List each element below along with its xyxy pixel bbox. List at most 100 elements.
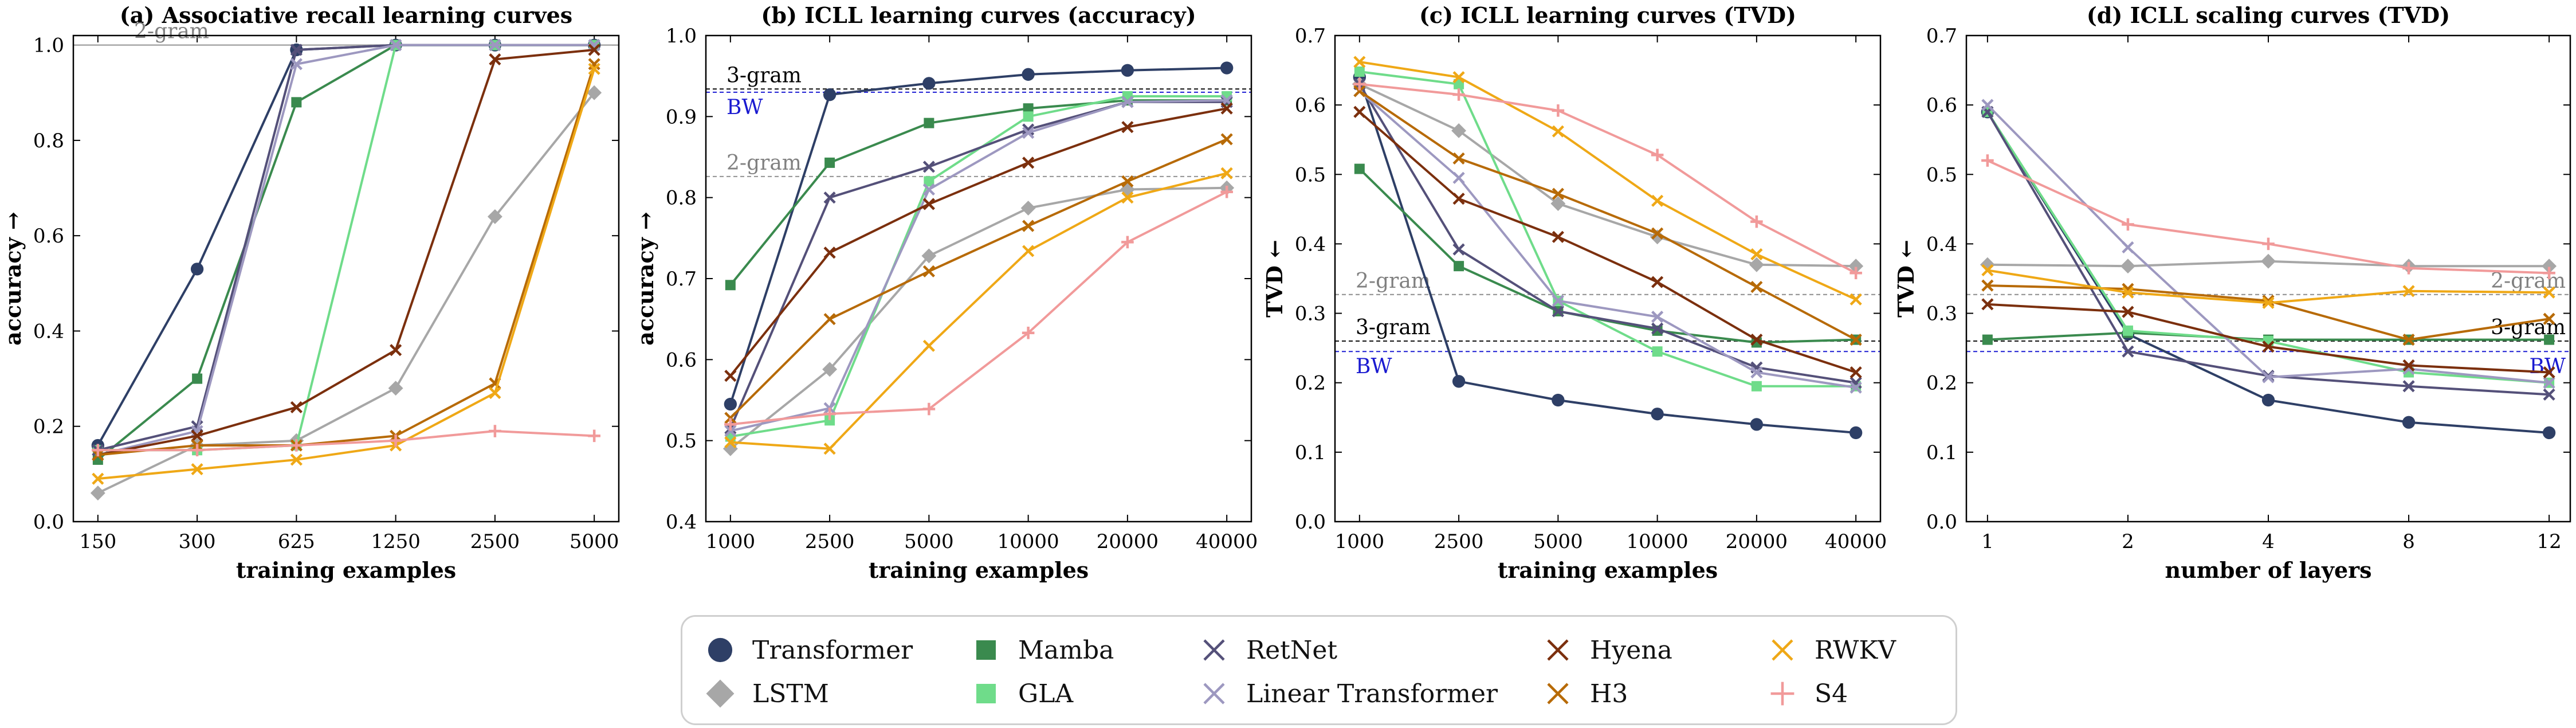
legend-label: RWKV [1815,635,1896,665]
data-point [1121,96,1134,108]
data-point [1452,193,1465,205]
data-point [2543,388,2555,401]
data-point [1020,201,1036,216]
data-point [1981,279,1994,292]
x-tick-label: 2 [2122,530,2134,553]
legend-marker [1203,683,1225,704]
legend-marker-icon [1203,639,1225,661]
series-line [97,430,595,452]
series-line [1358,83,1856,384]
data-point [724,436,737,449]
data-point [1353,78,1366,91]
legend-marker-icon [1547,683,1569,704]
legend-label: H3 [1590,679,1628,709]
legend: Transformer LSTM Mamba GLA RetNet Linear Tran… [681,615,1957,725]
legend-item: Transformer [703,632,913,668]
panel-title: (d) ICLL scaling curves (TVD) [2087,2,2450,28]
data-point [1220,185,1233,198]
series-line [97,64,596,456]
legend-item: Hyena [1541,632,1672,668]
data-point [1552,393,1565,407]
y-tick-label: 0.3 [1926,303,1957,326]
y-tick-label: 0.3 [1295,303,1326,326]
data-point [2402,334,2415,346]
data-point [1552,104,1565,117]
series-line [97,92,595,494]
series-line [1358,83,1856,268]
y-tick-label: 0.0 [1926,511,1957,534]
data-point [290,453,303,466]
data-point [1982,334,1993,345]
reference-label: 2-gram [727,151,802,175]
legend-marker-icon [976,684,996,703]
chart-panel-2: (b) ICLL learning curves (accuracy) 0.4 0.… [633,2,1258,583]
reference-label: BW [727,96,763,119]
series-line [97,44,595,461]
data-point [489,39,501,52]
legend-label: Linear Transformer [1246,679,1498,709]
data-point [724,370,737,382]
data-point [1022,326,1035,339]
y-axis-label: TVD ← [1893,240,1919,318]
data-point [191,429,203,442]
reference-label: 3-gram [2491,316,2566,339]
x-axis-label: training examples [236,557,456,583]
data-point [1652,346,1663,357]
x-tick-label: 1000 [1335,530,1385,553]
data-point [922,183,935,196]
legend-item: Linear Transformer [1197,675,1498,712]
data-point [588,429,600,443]
series-line [97,44,595,452]
series-gla [92,40,600,456]
legend-item: H3 [1541,675,1628,712]
data-point [1353,85,1366,97]
x-tick-label: 1250 [371,530,421,553]
data-point [489,53,501,66]
series-lstm [1352,76,1864,274]
data-point [1749,257,1764,272]
data-point [1651,194,1664,207]
data-point [1848,259,1864,274]
data-point [1981,298,1994,311]
data-point [724,418,737,431]
figure-canvas: (a) Associative recall learning curves 0.… [0,2,2571,583]
panel-title: (b) ICLL learning curves (accuracy) [761,2,1196,28]
legend-marker-icon [708,637,733,663]
x-axis-label: training examples [869,557,1089,583]
data-point [191,444,203,457]
y-tick-label: 0.4 [1926,233,1957,256]
data-point [190,263,204,276]
y-tick-label: 0.8 [33,130,64,152]
data-point [1750,366,1763,379]
y-tick-label: 1.0 [33,34,64,57]
legend-marker [1772,639,1793,661]
data-point [1750,280,1763,293]
data-point [1220,133,1233,146]
data-point [1121,64,1134,77]
data-point [1651,311,1664,323]
series-line [1986,111,2550,434]
legend-marker [976,640,996,660]
data-point [389,434,402,447]
series-h3 [92,58,600,461]
x-axis-label: number of layers [2165,557,2371,583]
data-point [921,248,937,264]
data-point [725,280,736,291]
legend-marker [976,684,996,703]
data-point [922,339,935,352]
data-point [2542,426,2556,440]
data-point [2262,296,2275,309]
series-line [729,99,1227,286]
series-retnet [1981,105,2555,401]
x-tick-label: 5000 [904,530,954,553]
legend-marker [708,637,733,663]
data-point [2122,325,2133,336]
data-point [1552,187,1564,200]
data-point [724,425,737,437]
data-point [1220,61,1234,75]
data-point [2543,286,2555,299]
series-line [730,190,1228,426]
data-point [922,198,935,210]
y-tick-label: 0.5 [666,430,697,453]
data-point [1750,215,1763,228]
